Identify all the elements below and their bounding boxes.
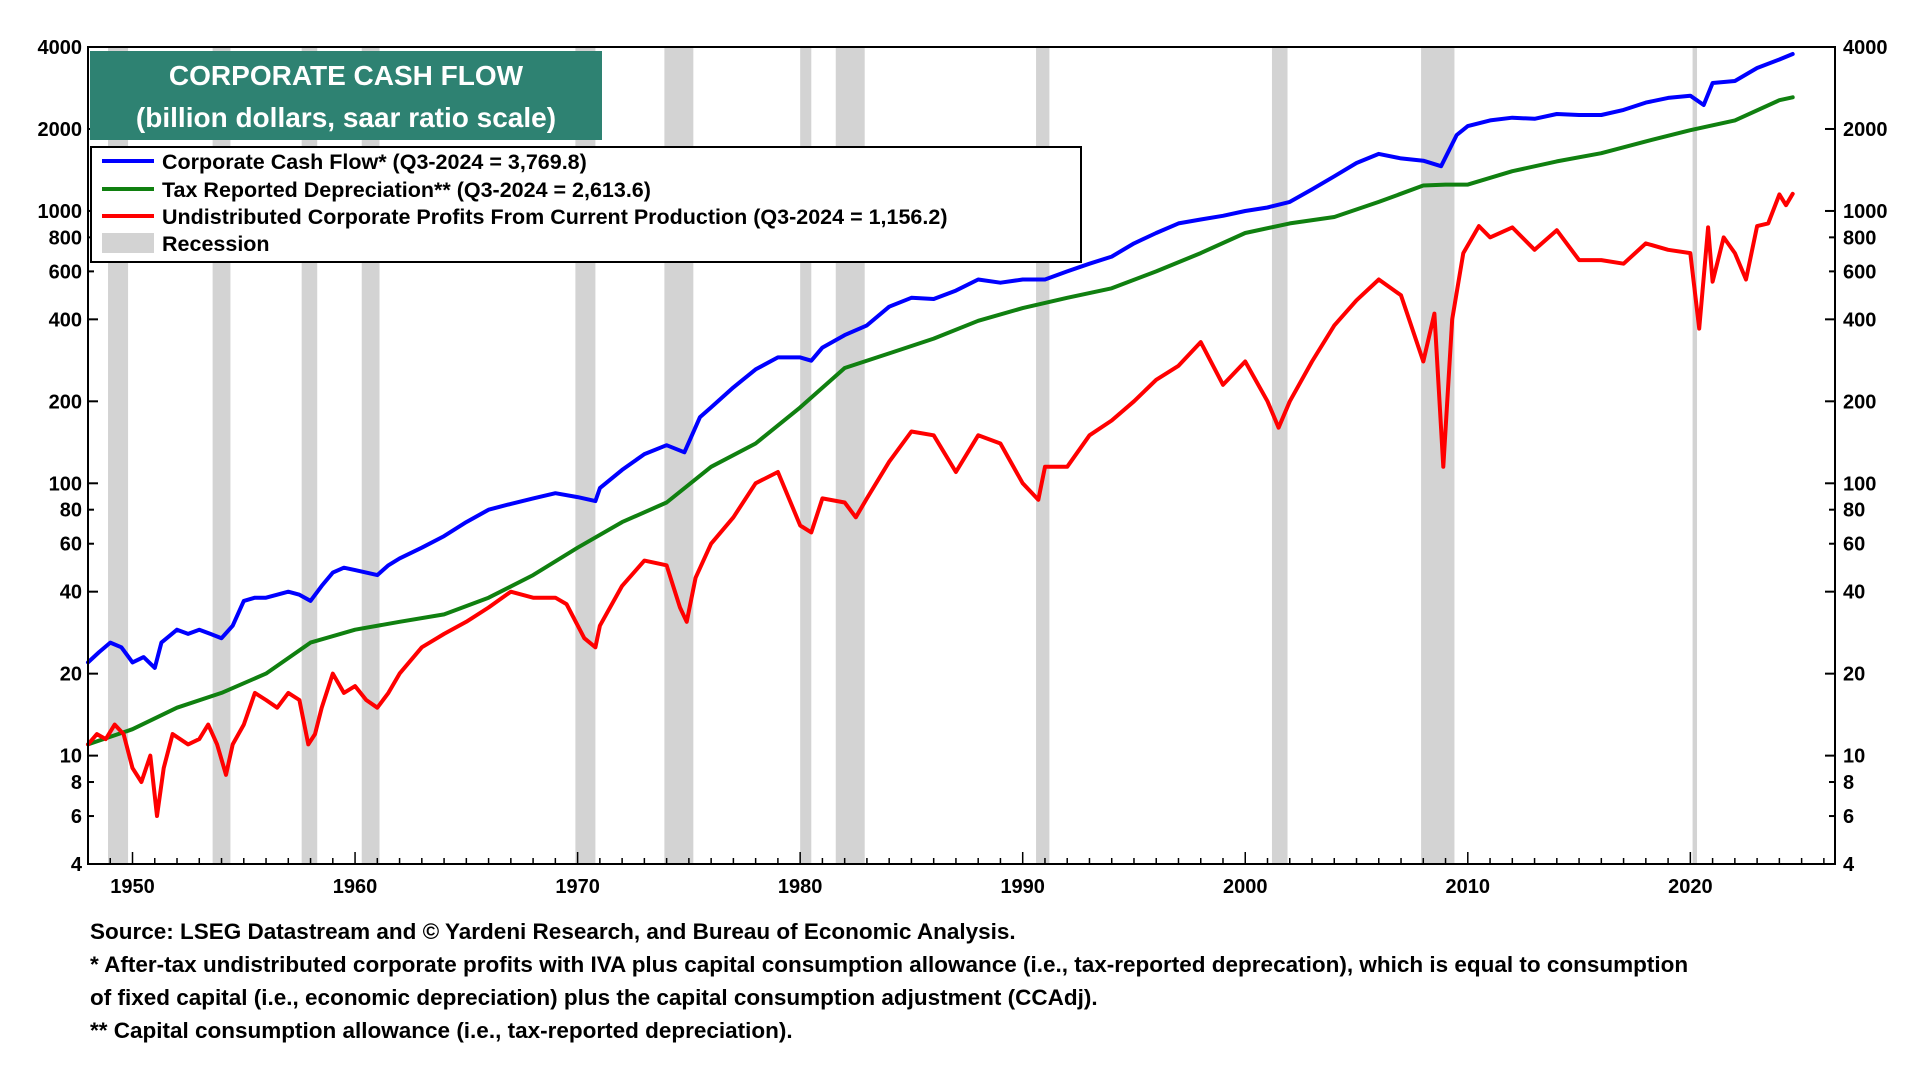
legend: Corporate Cash Flow* (Q3-2024 = 3,769.8)… <box>90 146 1082 263</box>
legend-item-cash-flow: Corporate Cash Flow* (Q3-2024 = 3,769.8) <box>102 150 587 174</box>
y-tick-label-right-200: 200 <box>1843 391 1876 413</box>
y-tick-label-left-800: 800 <box>49 227 82 249</box>
series-lines <box>86 52 1795 818</box>
x-tick-label-1990: 1990 <box>1000 876 1045 898</box>
y-tick-label-right-6: 6 <box>1843 806 1854 828</box>
legend-frame <box>90 146 1082 263</box>
y-tick-label-right-100: 100 <box>1843 473 1876 495</box>
y-tick-label-right-400: 400 <box>1843 309 1876 331</box>
x-tick-label-1970: 1970 <box>555 876 600 898</box>
y-tick-label-left-4: 4 <box>71 854 83 876</box>
title-background <box>90 51 602 140</box>
x-tick-label-1960: 1960 <box>333 876 378 898</box>
footnote-1-line-2: of fixed capital (i.e., economic depreci… <box>90 985 1098 1010</box>
y-tick-label-right-4: 4 <box>1843 854 1855 876</box>
x-tick-label-1980: 1980 <box>778 876 823 898</box>
y-tick-label-left-200: 200 <box>49 391 82 413</box>
y-tick-label-right-20: 20 <box>1843 664 1865 686</box>
y-tick-label-left-6: 6 <box>71 806 82 828</box>
legend-swatch-recession <box>102 233 154 253</box>
series-line-corporate-cash-flow <box>86 52 1795 670</box>
y-tick-label-left-8: 8 <box>71 772 82 794</box>
y-tick-label-left-80: 80 <box>60 500 82 522</box>
y-tick-label-left-60: 60 <box>60 534 82 556</box>
y-tick-label-left-40: 40 <box>60 582 82 604</box>
legend-item-profits: Undistributed Corporate Profits From Cur… <box>102 205 948 229</box>
footnote-1-line-1: * After-tax undistributed corporate prof… <box>90 952 1689 977</box>
x-tick-label-2010: 2010 <box>1446 876 1491 898</box>
legend-item-depreciation: Tax Reported Depreciation** (Q3-2024 = 2… <box>102 178 651 202</box>
series-line-undistributed-corporate-profits-from-cur <box>86 191 1795 818</box>
x-tick-label-1950: 1950 <box>110 876 155 898</box>
y-tick-label-left-100: 100 <box>49 473 82 495</box>
y-tick-label-right-8: 8 <box>1843 772 1854 794</box>
y-tick-label-left-400: 400 <box>49 309 82 331</box>
y-tick-label-left-4000: 4000 <box>38 37 83 59</box>
y-tick-label-right-60: 60 <box>1843 534 1865 556</box>
x-tick-label-2020: 2020 <box>1668 876 1713 898</box>
legend-label-recession: Recession <box>162 232 270 256</box>
y-tick-label-left-20: 20 <box>60 664 82 686</box>
source-note: Source: LSEG Datastream and © Yardeni Re… <box>90 919 1016 944</box>
y-tick-label-left-600: 600 <box>49 261 82 283</box>
y-tick-label-right-2000: 2000 <box>1843 119 1888 141</box>
chart-title-box: CORPORATE CASH FLOW (billion dollars, sa… <box>90 51 602 140</box>
recession-band-11 <box>1421 47 1455 864</box>
recession-band-12 <box>1692 47 1698 864</box>
y-tick-label-left-2000: 2000 <box>38 119 83 141</box>
footnote-2: ** Capital consumption allowance (i.e., … <box>90 1018 793 1043</box>
y-tick-label-left-1000: 1000 <box>38 201 83 223</box>
series-line-tax-reported-depreciation <box>86 95 1795 747</box>
y-tick-label-right-80: 80 <box>1843 500 1865 522</box>
y-tick-label-right-40: 40 <box>1843 582 1865 604</box>
recession-band-10 <box>1271 47 1288 864</box>
legend-label-cash-flow: Corporate Cash Flow* (Q3-2024 = 3,769.8) <box>162 150 587 174</box>
y-tick-label-right-10: 10 <box>1843 746 1865 768</box>
legend-item-recession: Recession <box>102 232 270 256</box>
chart-subtitle: (billion dollars, saar ratio scale) <box>136 102 556 133</box>
y-tick-label-right-600: 600 <box>1843 261 1876 283</box>
y-tick-label-right-4000: 4000 <box>1843 37 1888 59</box>
footnotes: Source: LSEG Datastream and © Yardeni Re… <box>90 915 1890 1047</box>
x-tick-label-2000: 2000 <box>1223 876 1268 898</box>
y-tick-label-left-10: 10 <box>60 746 82 768</box>
legend-label-depreciation: Tax Reported Depreciation** (Q3-2024 = 2… <box>162 178 651 202</box>
y-tick-label-right-1000: 1000 <box>1843 201 1888 223</box>
legend-label-profits: Undistributed Corporate Profits From Cur… <box>162 205 948 229</box>
y-tick-label-right-800: 800 <box>1843 227 1876 249</box>
chart-title: CORPORATE CASH FLOW <box>169 60 524 91</box>
recession-band-7 <box>800 47 812 864</box>
plot-frame <box>87 46 1836 865</box>
